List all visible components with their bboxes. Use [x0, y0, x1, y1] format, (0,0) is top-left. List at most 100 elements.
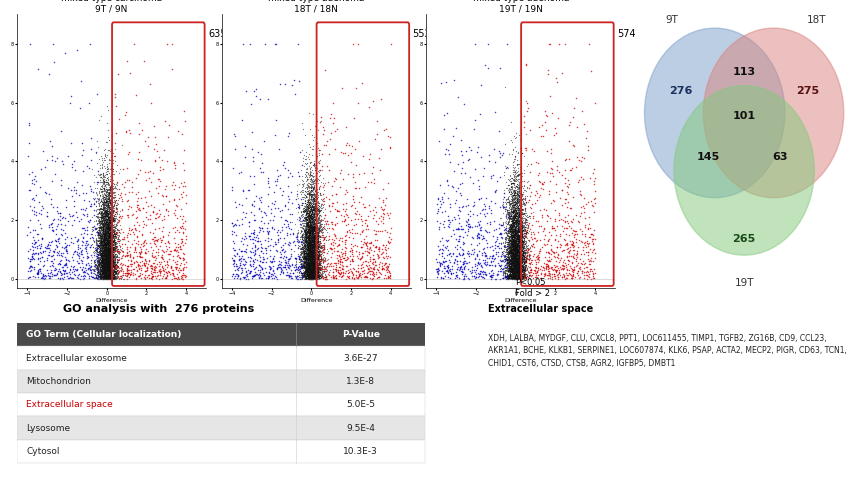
Point: [173, 244, 187, 252]
Point: [556, 246, 570, 254]
Point: [300, 232, 313, 240]
Point: [95, 190, 109, 198]
Point: [303, 207, 317, 215]
Point: [511, 234, 525, 241]
Point: [103, 275, 117, 282]
Point: [305, 246, 319, 254]
Point: [462, 247, 475, 254]
Point: [454, 263, 468, 270]
Point: [108, 275, 122, 282]
Point: [98, 249, 112, 256]
Point: [518, 234, 532, 242]
Point: [302, 270, 316, 277]
Point: [508, 269, 522, 277]
Point: [535, 243, 549, 251]
Point: [98, 268, 112, 276]
Point: [313, 257, 326, 264]
Point: [502, 257, 516, 265]
Point: [304, 275, 318, 282]
Point: [94, 261, 108, 268]
Point: [313, 235, 327, 242]
Point: [509, 251, 523, 258]
Point: [506, 253, 520, 261]
Point: [171, 243, 184, 251]
Point: [558, 179, 572, 187]
Point: [496, 196, 510, 204]
Point: [438, 150, 452, 157]
Point: [100, 241, 113, 249]
Point: [100, 264, 113, 271]
Point: [156, 264, 170, 272]
Point: [106, 259, 120, 267]
Point: [557, 246, 571, 254]
Point: [501, 242, 514, 250]
Point: [301, 251, 314, 259]
Point: [304, 250, 318, 258]
Point: [307, 247, 321, 254]
Point: [308, 231, 322, 239]
Point: [509, 248, 523, 255]
Point: [520, 273, 534, 280]
Point: [512, 253, 526, 261]
Point: [307, 267, 320, 275]
Point: [326, 225, 340, 233]
Point: [111, 272, 125, 280]
Point: [105, 271, 119, 279]
Point: [298, 270, 312, 277]
Point: [378, 272, 392, 279]
Point: [307, 245, 320, 252]
Title: mixed type adenoma
18T / 18N: mixed type adenoma 18T / 18N: [268, 0, 365, 13]
Point: [506, 228, 520, 235]
Point: [105, 272, 119, 280]
Point: [511, 246, 525, 254]
Point: [104, 266, 118, 274]
Point: [344, 203, 358, 210]
Point: [301, 271, 315, 278]
Point: [108, 242, 122, 250]
Point: [510, 241, 524, 249]
Point: [99, 249, 113, 257]
Point: [109, 240, 123, 247]
Point: [250, 256, 264, 264]
Point: [104, 267, 118, 275]
Point: [102, 268, 116, 276]
Point: [377, 261, 391, 269]
Point: [507, 240, 521, 248]
Point: [102, 253, 116, 261]
Point: [93, 220, 107, 228]
Point: [332, 247, 346, 255]
Point: [87, 267, 100, 275]
Point: [102, 245, 116, 252]
Point: [303, 252, 317, 259]
Point: [339, 186, 353, 194]
Point: [501, 252, 514, 260]
Point: [102, 257, 116, 264]
Point: [315, 264, 329, 272]
Point: [116, 165, 130, 173]
Point: [96, 226, 110, 234]
Point: [309, 266, 323, 274]
Point: [306, 262, 320, 269]
Point: [301, 243, 314, 251]
Point: [58, 267, 72, 275]
Point: [97, 235, 111, 243]
Point: [68, 157, 81, 165]
Point: [507, 241, 520, 249]
Point: [103, 251, 117, 259]
Point: [502, 244, 516, 252]
Point: [514, 272, 528, 280]
Point: [501, 251, 514, 258]
Point: [106, 227, 120, 235]
Point: [510, 193, 524, 201]
Point: [107, 262, 121, 269]
Point: [512, 268, 526, 276]
Point: [512, 275, 526, 282]
Point: [439, 267, 453, 275]
Point: [311, 225, 325, 233]
Point: [105, 244, 119, 252]
Point: [307, 249, 321, 257]
Point: [507, 235, 520, 243]
Point: [370, 268, 384, 276]
Point: [301, 224, 315, 231]
Point: [106, 215, 120, 223]
